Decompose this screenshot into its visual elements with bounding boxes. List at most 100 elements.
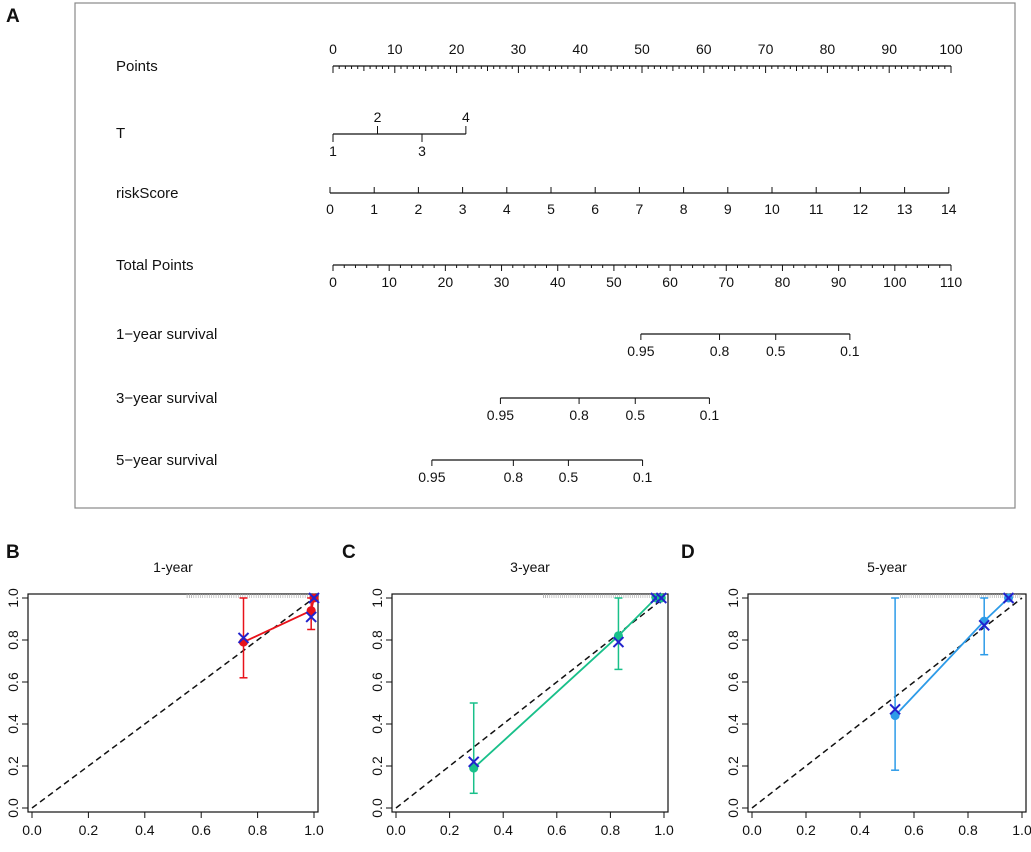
riskscore-tick-label: 4 xyxy=(503,201,511,217)
t-tick-label: 3 xyxy=(418,143,426,159)
riskscore-tick-label: 2 xyxy=(415,201,423,217)
points-tick-label: 30 xyxy=(511,41,527,57)
points-tick-label: 10 xyxy=(387,41,403,57)
row-label-total-points: Total Points xyxy=(116,257,194,274)
x-tick-label: 0.8 xyxy=(958,822,978,838)
x-tick-label: 0.6 xyxy=(191,822,211,838)
total-points-tick-label: 40 xyxy=(550,274,566,290)
3-year-survival-tick-label: 0.8 xyxy=(569,407,589,423)
x-tick-label: 0.6 xyxy=(904,822,924,838)
3-year-survival-tick-label: 0.95 xyxy=(487,407,514,423)
calibration-line xyxy=(894,597,1010,717)
total-points-tick-label: 90 xyxy=(831,274,847,290)
corrected-marker xyxy=(889,703,901,716)
row-label-1-year-survival: 1−year survival xyxy=(116,326,217,343)
total-points-tick-label: 100 xyxy=(883,274,907,290)
3-year-survival-tick-label: 0.1 xyxy=(700,407,720,423)
corrected-marker xyxy=(308,592,320,604)
y-tick-label: 1.0 xyxy=(725,588,741,608)
5-year-survival-tick-label: 0.5 xyxy=(559,469,579,485)
x-tick-label: 0.4 xyxy=(850,822,870,838)
riskscore-tick-label: 13 xyxy=(897,201,913,217)
points-tick-label: 50 xyxy=(634,41,650,57)
plot-frame xyxy=(27,593,319,813)
riskscore-tick-label: 10 xyxy=(764,201,780,217)
riskscore-tick-label: 8 xyxy=(680,201,688,217)
riskscore-tick-label: 1 xyxy=(370,201,378,217)
total-points-tick-label: 50 xyxy=(606,274,622,290)
nomogram-frame xyxy=(74,2,1016,509)
total-points-tick-label: 110 xyxy=(940,274,963,290)
corrected-marker xyxy=(612,636,625,648)
riskscore-tick-label: 14 xyxy=(941,201,957,217)
y-tick-label: 0.4 xyxy=(725,714,741,734)
x-tick-label: 1.0 xyxy=(304,822,324,838)
1-year-survival-tick-label: 0.8 xyxy=(710,343,730,359)
points-tick-label: 40 xyxy=(572,41,588,57)
y-tick-label: 0.8 xyxy=(5,630,21,650)
x-tick-label: 0.0 xyxy=(22,822,42,838)
ideal-diagonal-line xyxy=(31,597,315,809)
x-tick-label: 0.0 xyxy=(742,822,762,838)
y-tick-label: 0.4 xyxy=(369,714,385,734)
y-tick-label: 1.0 xyxy=(5,588,21,608)
5-year-survival-tick-label: 0.8 xyxy=(504,469,524,485)
1-year-survival-tick-label: 0.5 xyxy=(766,343,786,359)
total-points-tick-label: 0 xyxy=(329,274,337,290)
y-tick-label: 0.4 xyxy=(5,714,21,734)
total-points-tick-label: 80 xyxy=(775,274,791,290)
row-label-t: T xyxy=(116,125,125,142)
points-tick-label: 80 xyxy=(820,41,836,57)
panel-letter-d: D xyxy=(681,542,695,563)
y-tick-label: 0.6 xyxy=(5,672,21,692)
y-tick-label: 0.8 xyxy=(369,630,385,650)
points-tick-label: 60 xyxy=(696,41,712,57)
total-points-tick-label: 60 xyxy=(662,274,678,290)
y-tick-label: 0.6 xyxy=(725,672,741,692)
plot-frame xyxy=(747,593,1027,813)
x-tick-label: 0.4 xyxy=(135,822,155,838)
corrected-marker xyxy=(1002,592,1015,604)
riskscore-tick-label: 3 xyxy=(459,201,467,217)
y-tick-label: 1.0 xyxy=(369,588,385,608)
total-points-tick-label: 70 xyxy=(718,274,734,290)
y-tick-label: 0.0 xyxy=(725,798,741,818)
y-tick-label: 0.2 xyxy=(5,756,21,776)
y-tick-label: 0.8 xyxy=(725,630,741,650)
panel-letter-b: B xyxy=(6,542,20,563)
calibration-plot-5-year: 5-year 0.0 0.2 0.4 0.6 0.8 1.0 0.0 0.2 0.4 0.6 0.8 1… xyxy=(725,559,1031,838)
panel-letter-c: C xyxy=(342,542,356,563)
y-tick-label: 0.2 xyxy=(369,756,385,776)
panel-letter-a: A xyxy=(6,6,20,27)
row-label-5-year-survival: 5−year survival xyxy=(116,452,217,469)
observed-point xyxy=(306,606,316,616)
plot-title: 3-year xyxy=(510,559,550,575)
calibration-line xyxy=(243,597,315,643)
row-label-3-year-survival: 3−year survival xyxy=(116,390,217,407)
y-tick-label: 0.6 xyxy=(369,672,385,692)
total-points-tick-label: 20 xyxy=(438,274,454,290)
calibration-plot-3-year: 3-year 0.0 0.2 0.4 0.6 0.8 1.0 0.0 0.2 0.4 0.6 0.8 1… xyxy=(369,559,674,838)
observed-point xyxy=(890,711,900,721)
corrected-marker xyxy=(655,592,668,604)
x-tick-label: 0.0 xyxy=(386,822,406,838)
points-tick-label: 90 xyxy=(881,41,897,57)
y-tick-label: 0.0 xyxy=(369,798,385,818)
plot-frame xyxy=(391,593,669,813)
x-tick-label: 0.2 xyxy=(440,822,460,838)
t-tick-label: 2 xyxy=(374,109,382,125)
calibration-plot-1-year: 1-year 0.0 0.2 0.4 0.6 0.8 1.0 0.0 0.2 0.4 0.6 0.8 1… xyxy=(5,559,324,838)
x-tick-label: 0.2 xyxy=(796,822,816,838)
corrected-marker xyxy=(237,632,250,644)
corrected-marker xyxy=(978,619,990,632)
points-tick-label: 0 xyxy=(329,41,337,57)
1-year-survival-tick-label: 0.1 xyxy=(840,343,860,359)
corrected-marker xyxy=(305,611,317,623)
riskscore-tick-label: 11 xyxy=(809,201,824,217)
x-tick-label: 0.6 xyxy=(547,822,567,838)
plot-title: 1-year xyxy=(153,559,193,575)
x-tick-label: 1.0 xyxy=(1012,822,1031,838)
points-tick-label: 20 xyxy=(449,41,465,57)
t-tick-label: 4 xyxy=(462,109,470,125)
